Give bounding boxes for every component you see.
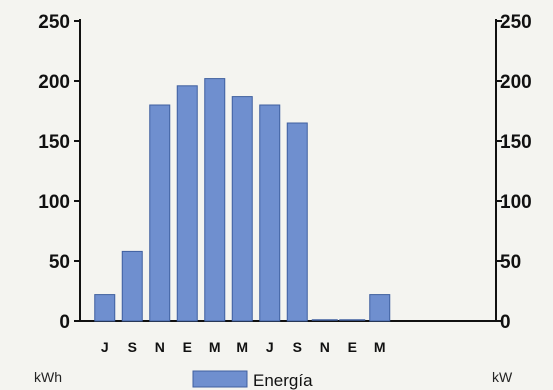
y-right-tick-label: 0	[500, 312, 511, 333]
y-left-tick-label: 150	[38, 132, 70, 153]
legend: Energía	[192, 370, 313, 390]
bar	[176, 85, 198, 322]
bar-series	[94, 78, 391, 322]
bar	[369, 294, 391, 322]
y-right-tick-label: 200	[500, 72, 532, 93]
y-left-tick-label: 100	[38, 192, 70, 213]
y-right-tick-label: 250	[500, 12, 532, 33]
x-tick-label: J	[101, 339, 109, 355]
y-right-unit-label: kW	[492, 369, 513, 385]
legend-swatch-energia	[192, 370, 248, 388]
x-tick-label: N	[155, 339, 165, 355]
x-tick-label: E	[183, 339, 192, 355]
bar	[121, 250, 143, 322]
y-axis-left: 0 50 100 150 200 250	[38, 12, 81, 333]
x-tick-label: M	[236, 339, 248, 355]
y-right-tick-label: 150	[500, 132, 532, 153]
x-tick-label: S	[293, 339, 302, 355]
x-tick-label: M	[209, 339, 221, 355]
y-left-tick-label: 0	[59, 312, 70, 333]
y-left-unit-label: kWh	[34, 369, 62, 385]
bar	[231, 96, 253, 322]
legend-label-energia: Energía	[253, 371, 313, 390]
bar	[94, 294, 116, 322]
bar	[259, 104, 281, 322]
y-right-tick-label: 100	[500, 192, 532, 213]
x-tick-label: E	[348, 339, 357, 355]
y-left-tick-label: 250	[38, 12, 70, 33]
y-left-tick-label: 200	[38, 72, 70, 93]
x-tick-label: J	[266, 339, 274, 355]
x-tick-label: S	[128, 339, 137, 355]
x-tick-label: M	[374, 339, 386, 355]
y-left-tick-label: 50	[49, 252, 70, 273]
y-right-tick-label: 50	[500, 252, 521, 273]
bar	[204, 78, 226, 322]
y-axis-right: 0 50 100 150 200 250	[495, 12, 532, 333]
bar	[149, 104, 171, 322]
x-tick-label: N	[320, 339, 330, 355]
bar	[286, 122, 308, 322]
